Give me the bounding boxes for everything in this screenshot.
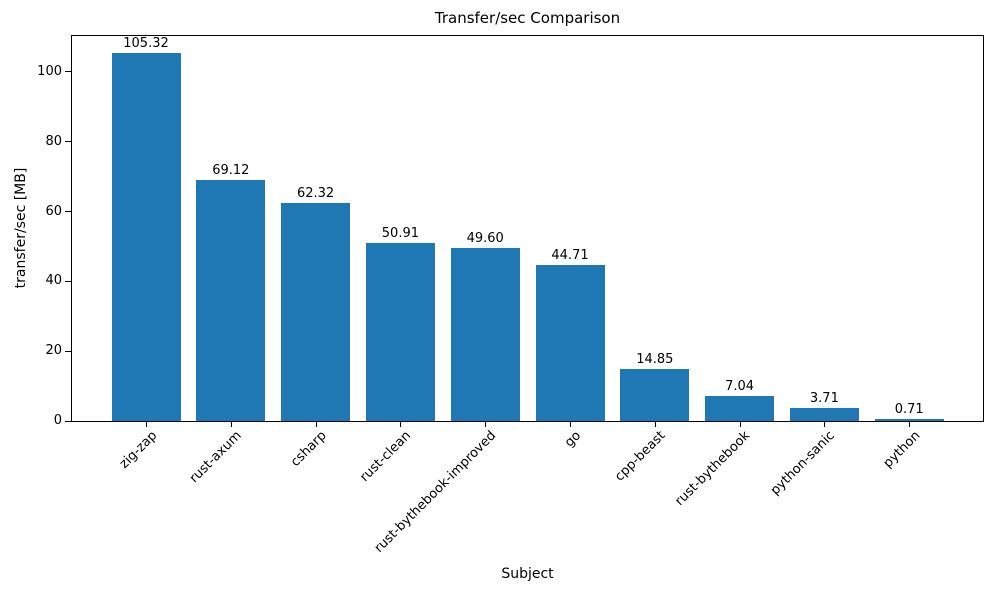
bar-value-label: 62.32: [296, 186, 335, 202]
x-tick-mark: [485, 422, 487, 427]
x-tick-label-text: rust-axum: [186, 428, 245, 487]
y-tick-mark: [65, 420, 71, 422]
x-tick-mark: [230, 422, 232, 427]
bar-value-label: 49.60: [466, 230, 504, 246]
y-axis-label: transfer/sec [MB]: [13, 167, 29, 289]
y-tick-mark: [65, 350, 71, 352]
bar-value-label: 44.71: [551, 247, 589, 263]
x-tick-label-text: csharp: [287, 428, 330, 470]
x-tick-label-text: rust-bythebook: [672, 428, 754, 509]
y-tick-label: 0: [53, 413, 62, 428]
x-tick-label-text: python-sanic: [768, 428, 839, 499]
bar-value-label: 7.04: [725, 379, 755, 395]
y-tick-mark: [65, 280, 71, 282]
bar-value-label: 105.32: [123, 36, 169, 52]
y-tick-label: 60: [45, 203, 62, 219]
bar-value-label: 50.91: [381, 226, 419, 242]
x-tick-label-text: cpp-beast: [612, 428, 669, 485]
x-axis-label: Subject: [501, 566, 554, 582]
bar-value-label: 69.12: [212, 162, 250, 178]
bar-python-sanic: [789, 408, 859, 421]
bar-zig-zap: [111, 53, 181, 421]
bar-cpp-beast: [620, 369, 690, 421]
bar-python: [874, 418, 944, 421]
x-tick-mark: [654, 422, 656, 427]
x-tick-mark: [909, 422, 911, 427]
bar-rust-clean: [365, 243, 435, 421]
x-tick-mark: [739, 422, 741, 427]
x-tick-label-text: zig-zap: [116, 428, 160, 472]
y-tick-label: 20: [45, 343, 62, 359]
x-tick-mark: [824, 422, 826, 427]
x-tick-label-text: python: [880, 428, 924, 472]
y-tick-label: 100: [37, 63, 62, 79]
bar-value-label: 0.71: [894, 401, 924, 417]
y-tick-mark: [65, 141, 71, 143]
x-tick-mark: [315, 422, 317, 427]
bar-rust-axum: [196, 179, 266, 421]
x-tick-mark: [146, 422, 147, 427]
bar-value-label: 14.85: [636, 352, 674, 368]
y-tick-label: 80: [45, 133, 62, 149]
y-tick-label: 40: [45, 273, 62, 289]
chart-title: Transfer/sec Comparison: [434, 9, 621, 27]
bar-rust-bythebook-improved: [450, 247, 520, 421]
x-tick-label-text: go: [561, 428, 584, 451]
x-tick-mark: [400, 422, 402, 427]
x-tick-mark: [570, 422, 571, 427]
y-tick-mark: [65, 71, 71, 73]
bar-value-label: 3.71: [809, 391, 839, 407]
x-tick-label-text: rust-clean: [357, 428, 415, 485]
y-tick-mark: [65, 211, 71, 213]
bar-go: [535, 264, 605, 421]
bar-csharp: [281, 203, 351, 421]
bar-rust-bythebook: [705, 396, 775, 421]
